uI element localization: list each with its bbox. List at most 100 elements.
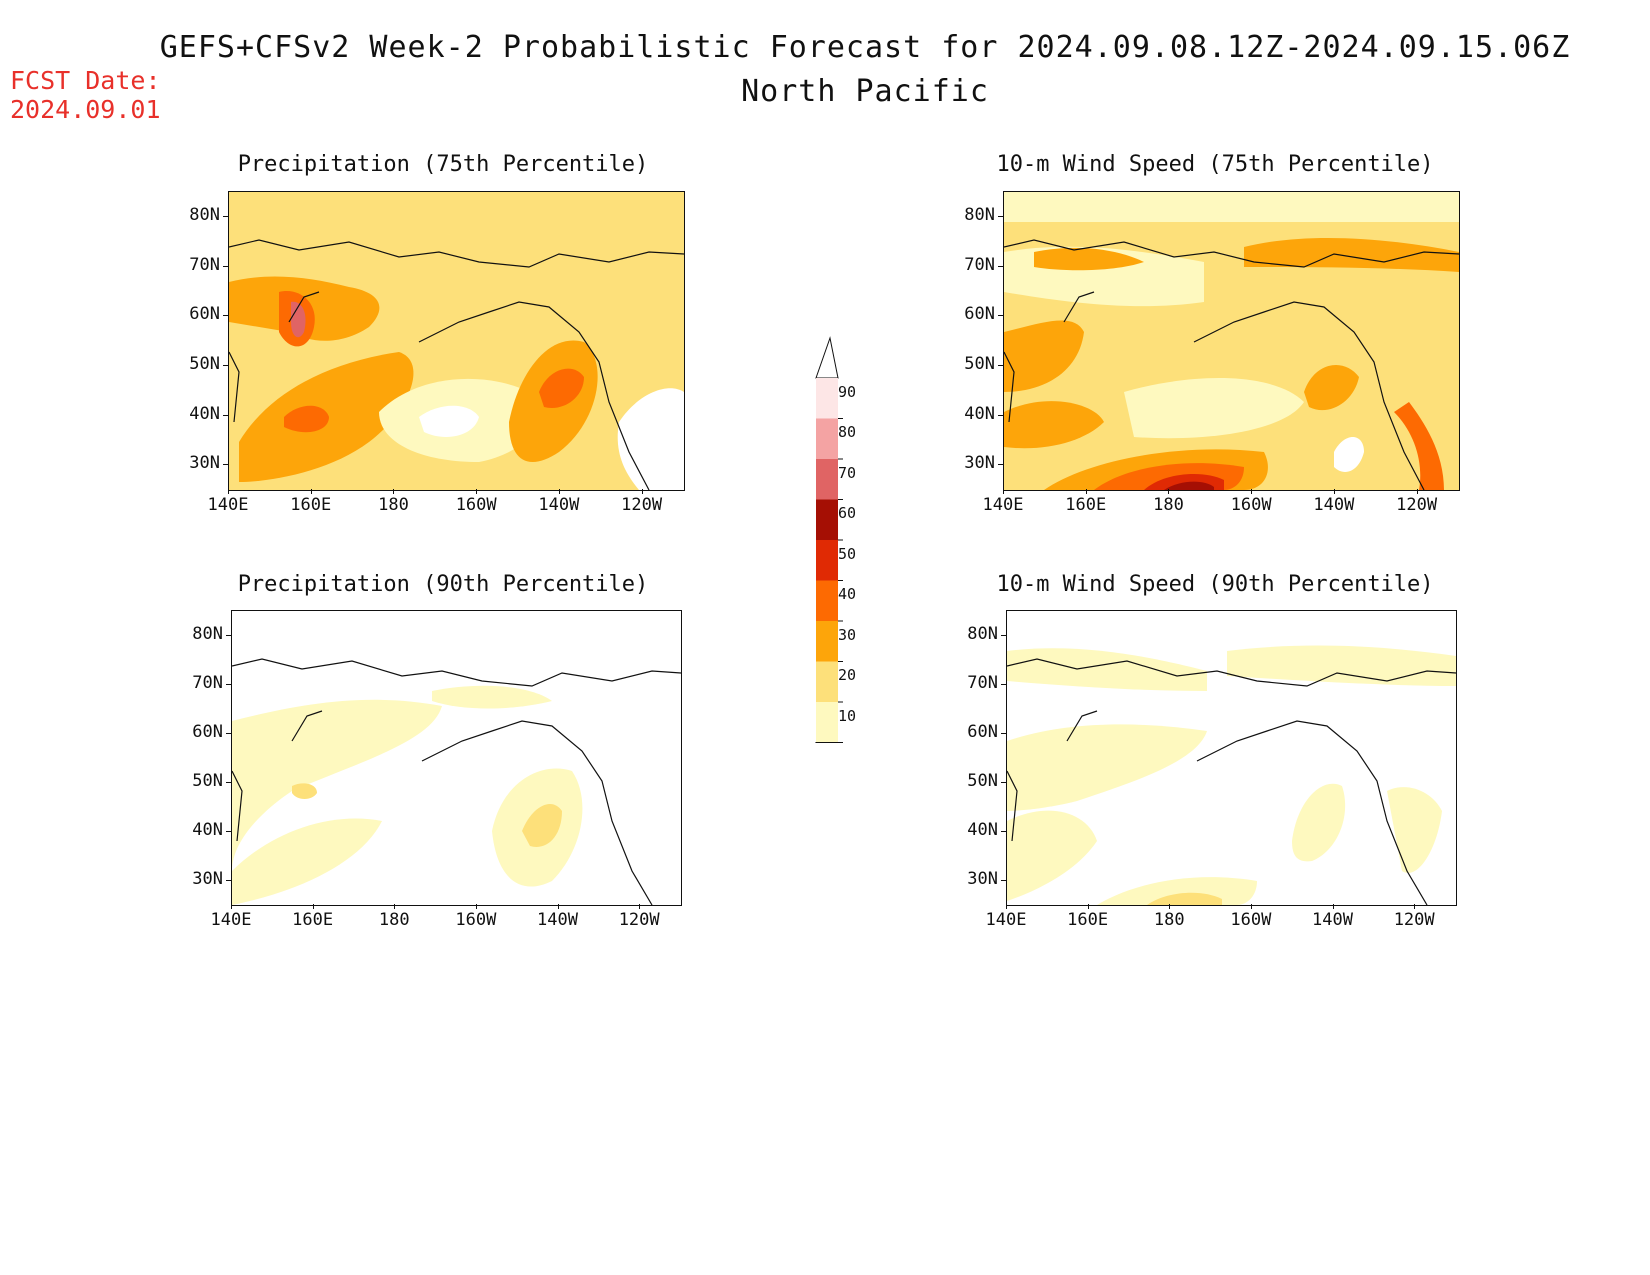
panel-title-precip-90: Precipitation (90th Percentile) — [237, 572, 649, 597]
lat-tick-mark — [1001, 879, 1006, 881]
lat-tick-label-precip-90: 70N — [192, 672, 223, 693]
lat-tick-mark — [998, 265, 1003, 267]
lon-tick-mark — [312, 904, 314, 909]
colorbar-swatch — [816, 418, 838, 459]
forecast-date-label: FCST Date: — [10, 66, 161, 95]
lat-tick-label-wind-75: 30N — [964, 453, 995, 474]
lat-tick-mark — [223, 315, 228, 317]
lat-tick-mark — [223, 265, 228, 267]
forecast-date: FCST Date: 2024.09.01 — [10, 66, 161, 124]
lat-tick-mark — [998, 315, 1003, 317]
lon-tick-label-precip-90: 120W — [618, 910, 660, 930]
lat-tick-mark — [223, 364, 228, 366]
lon-tick-mark — [1006, 904, 1007, 909]
colorbar-swatch — [816, 580, 838, 621]
colorbar-level-label: 40 — [838, 585, 857, 603]
lon-tick-label-precip-90: 180 — [378, 910, 410, 930]
lon-tick-label-wind-75: 140E — [982, 495, 1024, 515]
lat-tick-label-wind-75: 60N — [964, 304, 995, 325]
colorbar-swatch — [816, 621, 838, 662]
lon-tick-label-wind-90: 120W — [1393, 910, 1435, 930]
lon-tick-mark — [475, 904, 477, 909]
lon-tick-label-wind-75: 160W — [1230, 495, 1272, 515]
lon-tick-mark — [1085, 489, 1087, 494]
colorbar-level-label: 80 — [838, 423, 857, 441]
lon-tick-label-wind-75: 140W — [1313, 495, 1355, 515]
lon-tick-label-wind-90: 140E — [985, 910, 1027, 930]
colorbar-swatch — [816, 499, 838, 540]
map-wind-90 — [1006, 610, 1457, 906]
lat-tick-mark — [223, 464, 228, 466]
lat-tick-label-wind-75: 70N — [964, 254, 995, 275]
lon-tick-mark — [1414, 904, 1416, 909]
lat-tick-label-wind-90: 40N — [967, 819, 998, 840]
lat-tick-label-wind-75: 80N — [964, 204, 995, 225]
lat-tick-mark — [226, 830, 231, 832]
lon-tick-mark — [557, 904, 559, 909]
lat-tick-label-precip-90: 30N — [192, 868, 223, 889]
colorbar-level-label: 90 — [838, 382, 857, 401]
map-precip-90 — [231, 610, 682, 906]
region-subtitle: North Pacific — [741, 74, 989, 109]
lon-tick-mark — [394, 904, 396, 909]
lon-tick-label-precip-90: 140E — [210, 910, 252, 930]
lat-tick-mark — [1001, 781, 1006, 783]
lon-tick-mark — [1332, 904, 1334, 909]
forecast-date-value: 2024.09.01 — [10, 95, 161, 124]
lat-tick-mark — [1001, 634, 1006, 636]
lon-tick-label-precip-75: 160W — [455, 495, 497, 515]
main-title: GEFS+CFSv2 Week-2 Probabilistic Forecast… — [159, 30, 1571, 65]
map-wind-75 — [1003, 191, 1460, 491]
lon-tick-mark — [641, 489, 643, 494]
lat-tick-mark — [998, 215, 1003, 217]
lon-tick-mark — [228, 489, 229, 494]
lon-tick-mark — [1087, 904, 1089, 909]
lon-tick-mark — [639, 904, 641, 909]
panel-title-wind-90: 10-m Wind Speed (90th Percentile) — [996, 572, 1434, 597]
lat-tick-label-precip-75: 30N — [189, 453, 220, 474]
lon-tick-mark — [393, 489, 395, 494]
lon-tick-label-wind-90: 160E — [1067, 910, 1109, 930]
colorbar-swatch — [816, 540, 838, 581]
colorbar-top-triangle — [815, 336, 839, 379]
colorbar-level-label: 30 — [838, 625, 857, 644]
lat-tick-label-wind-90: 80N — [967, 623, 998, 644]
lat-tick-mark — [1001, 683, 1006, 685]
lon-tick-mark — [1169, 904, 1171, 909]
lat-tick-label-precip-90: 80N — [192, 623, 223, 644]
lat-tick-label-precip-75: 50N — [189, 353, 220, 374]
lon-tick-mark — [476, 489, 478, 494]
lon-tick-label-precip-75: 140E — [207, 495, 249, 515]
lat-tick-label-precip-75: 40N — [189, 403, 220, 424]
lat-tick-label-wind-90: 50N — [967, 770, 998, 791]
lon-tick-mark — [1168, 489, 1170, 494]
colorbar-swatch — [816, 661, 838, 702]
lon-tick-mark — [1333, 489, 1335, 494]
lon-tick-mark — [231, 904, 232, 909]
colorbar-level-label: 10 — [838, 706, 857, 725]
lon-tick-label-precip-75: 180 — [378, 495, 409, 515]
lat-tick-label-wind-90: 60N — [967, 721, 998, 742]
colorbar-level-label: 20 — [838, 666, 857, 684]
colorbar-swatch — [816, 378, 838, 419]
lat-tick-mark — [998, 464, 1003, 466]
lat-tick-label-precip-90: 50N — [192, 770, 223, 791]
colorbar-level-label: 50 — [838, 544, 857, 563]
lat-tick-mark — [226, 879, 231, 881]
lat-tick-mark — [226, 732, 231, 734]
lat-tick-label-wind-90: 70N — [967, 672, 998, 693]
lon-tick-mark — [1003, 489, 1004, 494]
lon-tick-label-wind-90: 160W — [1230, 910, 1272, 930]
lat-tick-label-wind-75: 50N — [964, 353, 995, 374]
lat-tick-label-wind-90: 30N — [967, 868, 998, 889]
lon-tick-label-wind-75: 120W — [1396, 495, 1438, 515]
panel-title-wind-75: 10-m Wind Speed (75th Percentile) — [996, 152, 1434, 177]
lon-tick-label-precip-75: 120W — [621, 495, 663, 515]
lon-tick-mark — [310, 489, 312, 494]
lon-tick-mark — [1416, 489, 1418, 494]
lat-tick-mark — [223, 414, 228, 416]
lat-tick-mark — [226, 634, 231, 636]
colorbar-level-label: 60 — [838, 504, 857, 522]
lat-tick-label-precip-75: 70N — [189, 254, 220, 275]
colorbar-swatch — [816, 459, 838, 500]
